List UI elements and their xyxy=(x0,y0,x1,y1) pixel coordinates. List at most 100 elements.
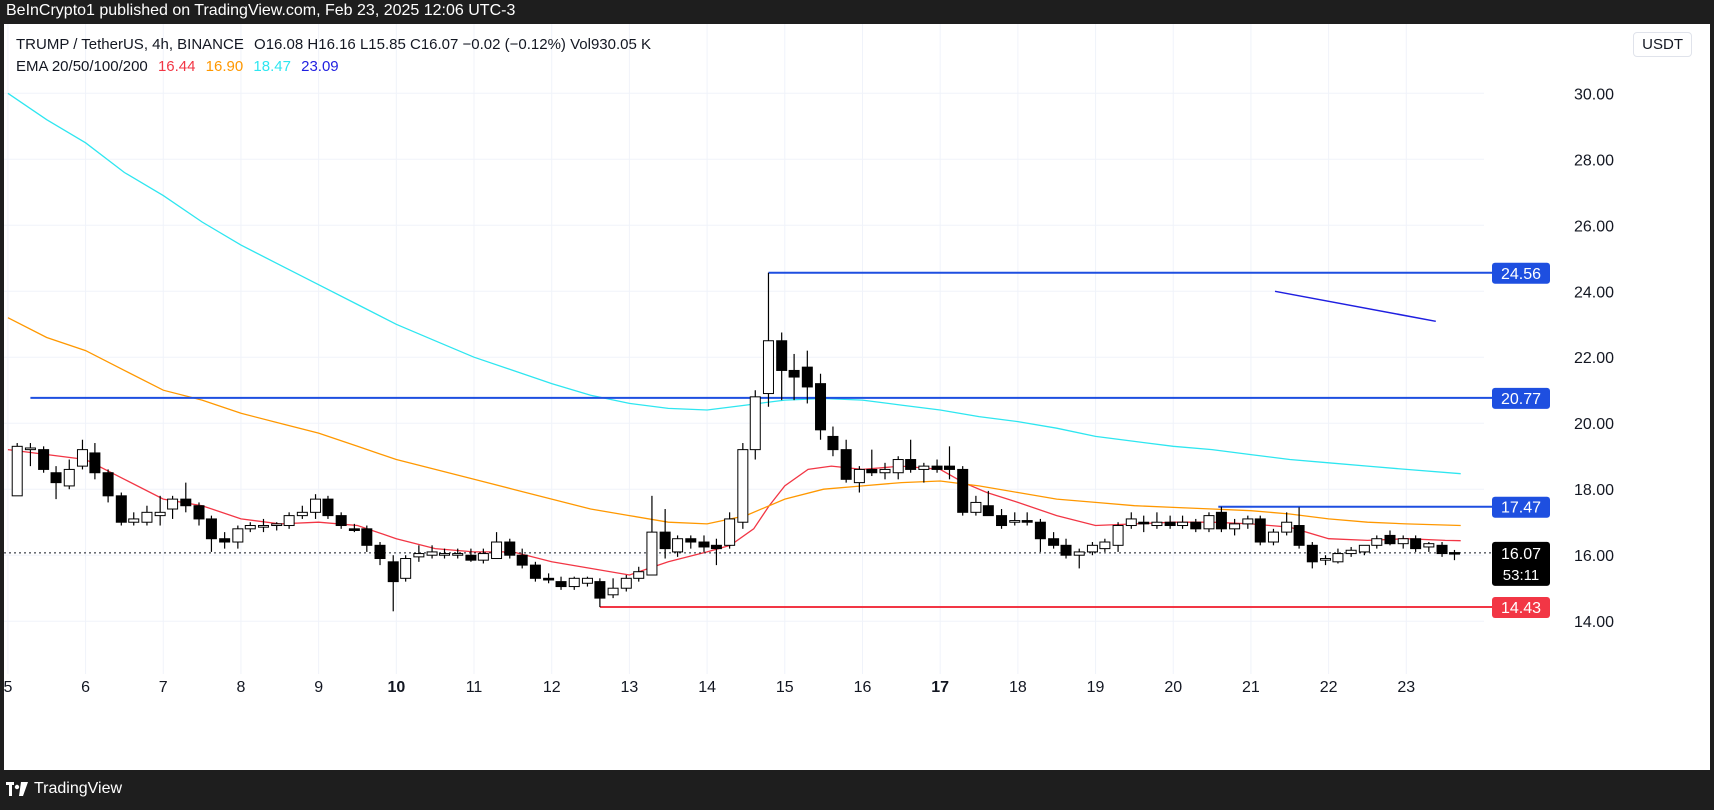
candle xyxy=(555,576,567,590)
ema-label[interactable]: EMA 20/50/100/200 xyxy=(16,58,148,75)
x-tick-label: 10 xyxy=(387,679,405,696)
candle-body-up xyxy=(426,551,438,556)
candle-body-up xyxy=(154,511,166,517)
ema-row: EMA 20/50/100/200 16.44 16.90 18.47 23.0… xyxy=(16,56,651,78)
candle-body-up xyxy=(1358,544,1370,553)
candle-body-up xyxy=(607,587,619,596)
candle-body-down xyxy=(102,472,114,497)
candle-body-up xyxy=(737,449,749,523)
x-tick-label: 21 xyxy=(1242,679,1260,696)
candle-body-up xyxy=(1112,525,1124,546)
candle-body-down xyxy=(516,554,528,566)
candle-body-down xyxy=(982,505,994,517)
candle xyxy=(102,469,114,503)
ema200-value: 23.09 xyxy=(301,58,339,75)
candle xyxy=(918,462,930,483)
candle-body-up xyxy=(1332,553,1344,563)
candle xyxy=(1320,555,1332,566)
candle xyxy=(827,426,839,457)
candle xyxy=(879,462,891,480)
candle xyxy=(1358,544,1370,556)
y-tick-label: 24.00 xyxy=(1574,284,1614,301)
candle xyxy=(1060,538,1072,559)
candle-body-up xyxy=(853,468,865,484)
candle xyxy=(620,575,632,592)
candle-body-down xyxy=(1448,552,1460,555)
currency-button[interactable]: USDT xyxy=(1633,32,1692,57)
candle xyxy=(776,332,788,401)
candle xyxy=(310,494,322,519)
candle xyxy=(957,466,969,516)
x-tick-label: 8 xyxy=(237,679,246,696)
candle xyxy=(1384,530,1396,546)
candle-body-up xyxy=(1151,521,1163,527)
footer-bar: TradingView xyxy=(0,770,1714,810)
candle xyxy=(1423,542,1435,552)
candle-body-down xyxy=(1254,518,1266,543)
x-tick-label: 20 xyxy=(1164,679,1182,696)
candle xyxy=(905,439,917,473)
candle-body-down xyxy=(594,581,606,599)
x-tick-label: 15 xyxy=(776,679,794,696)
candle xyxy=(594,578,606,608)
candle xyxy=(50,466,62,500)
ema-line-ema200 xyxy=(1274,290,1436,323)
candle xyxy=(982,490,994,517)
candle xyxy=(335,512,347,529)
candle-body-down xyxy=(827,435,839,451)
candle xyxy=(1021,512,1033,526)
price-chart[interactable]: 30.00 28.00 26.00 24.00 22.00 20.00 18.00 16.00… xyxy=(4,24,1710,770)
level-price-label: 24.56 xyxy=(1501,266,1541,283)
candle-body-up xyxy=(24,447,36,451)
candle-body-up xyxy=(141,511,153,523)
candle xyxy=(219,532,231,549)
candle xyxy=(296,505,308,519)
candle-body-up xyxy=(1177,521,1189,527)
chart-area[interactable]: 30.00 28.00 26.00 24.00 22.00 20.00 18.00 16.00… xyxy=(4,24,1710,770)
candle-body-down xyxy=(905,459,917,470)
symbol-label[interactable]: TRUMP / TetherUS, 4h, BINANCE xyxy=(16,36,244,53)
candle-body-down xyxy=(931,465,943,470)
level-price-tag xyxy=(1492,387,1550,409)
candle xyxy=(167,495,179,519)
candle-body-up xyxy=(724,518,736,546)
chart-legend: TRUMP / TetherUS, 4h, BINANCE O16.08 H16… xyxy=(16,34,651,78)
ema50-value: 16.90 xyxy=(205,58,244,75)
ema100-value: 18.47 xyxy=(253,58,291,75)
candle-body-up xyxy=(568,577,580,588)
y-tick-label: 28.00 xyxy=(1574,152,1614,169)
candle xyxy=(1267,528,1279,546)
tradingview-brand[interactable]: TradingView xyxy=(6,780,122,798)
candle xyxy=(724,512,736,549)
candle xyxy=(1164,515,1176,529)
candle xyxy=(361,525,373,552)
candle-body-up xyxy=(1423,543,1435,548)
candle-body-down xyxy=(788,369,800,378)
candle-body-down xyxy=(943,465,955,470)
candle xyxy=(840,439,852,483)
x-tick-label: 7 xyxy=(159,679,168,696)
candle-body-down xyxy=(1384,534,1396,545)
level-price-label: 20.77 xyxy=(1501,391,1541,408)
candle xyxy=(1242,515,1254,529)
candle xyxy=(892,456,904,480)
candle xyxy=(348,523,360,533)
candle-body-down xyxy=(529,564,541,579)
candle-body-down xyxy=(776,340,788,371)
candle-body-up xyxy=(232,528,244,543)
brand-label: TradingView xyxy=(34,780,123,797)
candle-body-up xyxy=(970,501,982,513)
ema-line-ema100 xyxy=(7,92,1461,475)
candle-body-up xyxy=(581,577,593,584)
candle-body-down xyxy=(1034,521,1046,540)
candle xyxy=(413,545,425,562)
candle xyxy=(762,272,774,407)
x-tick-label: 17 xyxy=(931,679,949,696)
candle xyxy=(943,446,955,480)
candle xyxy=(452,548,464,559)
candle-body-down xyxy=(1306,544,1318,563)
candle xyxy=(1436,542,1448,557)
candle xyxy=(931,459,943,473)
candle-body-up xyxy=(1203,515,1215,530)
candle-body-up xyxy=(1345,549,1357,555)
